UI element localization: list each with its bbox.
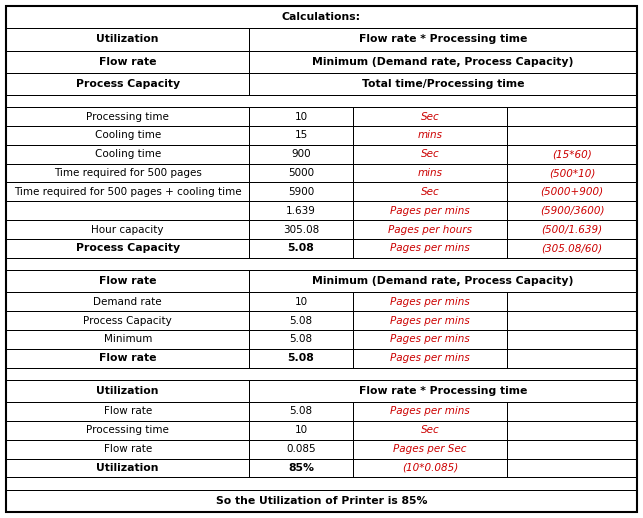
Text: Sec: Sec [421, 425, 440, 435]
Text: mins: mins [418, 168, 442, 178]
Text: Processing time: Processing time [86, 111, 169, 122]
Text: (500*10): (500*10) [548, 168, 595, 178]
Text: Total time/Processing time: Total time/Processing time [361, 79, 524, 89]
Text: Flow rate: Flow rate [104, 444, 152, 454]
Text: Pages per mins: Pages per mins [390, 315, 470, 325]
Text: Pages per mins: Pages per mins [390, 243, 470, 253]
Text: 10: 10 [294, 111, 307, 122]
Text: Cooling time: Cooling time [95, 149, 161, 159]
Text: Time required for 500 pages: Time required for 500 pages [54, 168, 202, 178]
Text: Flow rate * Processing time: Flow rate * Processing time [359, 386, 527, 396]
Text: Minimum: Minimum [104, 335, 152, 344]
Text: Pages per mins: Pages per mins [390, 353, 470, 363]
Text: Minimum (Demand rate, Process Capacity): Minimum (Demand rate, Process Capacity) [312, 56, 574, 67]
Text: Utilization: Utilization [96, 386, 159, 396]
Text: Pages per mins: Pages per mins [390, 297, 470, 307]
Text: 5.08: 5.08 [287, 353, 314, 363]
Text: 1.639: 1.639 [286, 206, 316, 216]
Text: Hour capacity: Hour capacity [91, 225, 164, 235]
Text: 900: 900 [291, 149, 311, 159]
Text: Flow rate: Flow rate [99, 353, 156, 363]
Text: 5000: 5000 [288, 168, 314, 178]
Text: 15: 15 [294, 131, 307, 140]
Text: Demand rate: Demand rate [93, 297, 162, 307]
Text: Process Capacity: Process Capacity [76, 243, 180, 253]
Text: (5900/3600): (5900/3600) [539, 206, 604, 216]
Text: Flow rate: Flow rate [99, 276, 156, 286]
Text: (10*0.085): (10*0.085) [402, 463, 458, 473]
Text: 10: 10 [294, 297, 307, 307]
Text: Calculations:: Calculations: [282, 12, 361, 22]
Text: 5.08: 5.08 [289, 335, 312, 344]
Text: So the Utilization of Printer is 85%: So the Utilization of Printer is 85% [216, 496, 427, 506]
Text: (15*60): (15*60) [552, 149, 592, 159]
Text: Flow rate: Flow rate [99, 56, 156, 67]
Text: 5.08: 5.08 [289, 315, 312, 325]
Text: Utilization: Utilization [96, 35, 159, 45]
Text: Process Capacity: Process Capacity [76, 79, 180, 89]
Text: Pages per mins: Pages per mins [390, 407, 470, 416]
Text: Pages per mins: Pages per mins [390, 206, 470, 216]
Text: Pages per hours: Pages per hours [388, 225, 472, 235]
Text: 10: 10 [294, 425, 307, 435]
Text: Processing time: Processing time [86, 425, 169, 435]
Text: 5.08: 5.08 [287, 243, 314, 253]
Text: 85%: 85% [288, 463, 314, 473]
Text: 0.085: 0.085 [286, 444, 316, 454]
Text: Time required for 500 pages + cooling time: Time required for 500 pages + cooling ti… [14, 187, 242, 197]
Text: 5900: 5900 [288, 187, 314, 197]
Text: 5.08: 5.08 [289, 407, 312, 416]
Text: (500/1.639): (500/1.639) [541, 225, 602, 235]
Text: Process Capacity: Process Capacity [84, 315, 172, 325]
Text: Minimum (Demand rate, Process Capacity): Minimum (Demand rate, Process Capacity) [312, 276, 574, 286]
Text: mins: mins [418, 131, 442, 140]
Text: Flow rate * Processing time: Flow rate * Processing time [359, 35, 527, 45]
Text: Utilization: Utilization [96, 463, 159, 473]
Text: Pages per Sec: Pages per Sec [394, 444, 467, 454]
Text: 305.08: 305.08 [283, 225, 319, 235]
Text: (305.08/60): (305.08/60) [541, 243, 602, 253]
Text: Flow rate: Flow rate [104, 407, 152, 416]
Text: Sec: Sec [421, 149, 440, 159]
Text: Pages per mins: Pages per mins [390, 335, 470, 344]
Text: Sec: Sec [421, 187, 440, 197]
Text: Sec: Sec [421, 111, 440, 122]
Text: Cooling time: Cooling time [95, 131, 161, 140]
Text: (5000+900): (5000+900) [540, 187, 604, 197]
